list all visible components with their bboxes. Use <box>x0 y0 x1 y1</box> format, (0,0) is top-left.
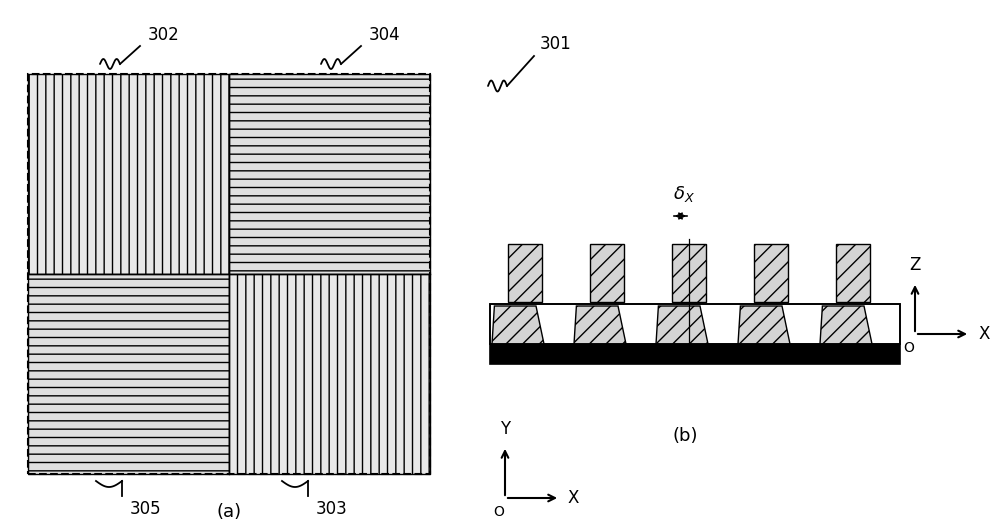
Text: O: O <box>494 505 504 519</box>
Text: (b): (b) <box>672 427 698 445</box>
Text: X: X <box>978 325 989 343</box>
Text: 303: 303 <box>316 500 348 518</box>
Polygon shape <box>574 306 626 344</box>
Bar <box>836 244 870 302</box>
Text: Z: Z <box>909 256 921 274</box>
Text: 302: 302 <box>148 26 180 44</box>
Bar <box>490 304 900 344</box>
Text: (a): (a) <box>216 503 242 521</box>
Text: X: X <box>568 489 579 507</box>
Text: $\delta_X$: $\delta_X$ <box>673 184 695 204</box>
Bar <box>508 244 542 302</box>
Polygon shape <box>820 306 872 344</box>
Bar <box>672 244 706 302</box>
Polygon shape <box>492 306 544 344</box>
Bar <box>28 74 430 474</box>
Bar <box>590 244 624 302</box>
Bar <box>490 344 900 364</box>
Bar <box>28 74 229 274</box>
Bar <box>754 244 788 302</box>
Text: 305: 305 <box>130 500 162 518</box>
Polygon shape <box>738 306 790 344</box>
Text: 301: 301 <box>540 35 572 53</box>
Polygon shape <box>656 306 708 344</box>
Bar <box>229 74 430 274</box>
Bar <box>490 304 900 344</box>
Bar <box>229 274 430 474</box>
Bar <box>28 274 229 474</box>
Text: Y: Y <box>500 420 510 438</box>
Text: O: O <box>904 341 914 355</box>
Text: 304: 304 <box>369 26 401 44</box>
